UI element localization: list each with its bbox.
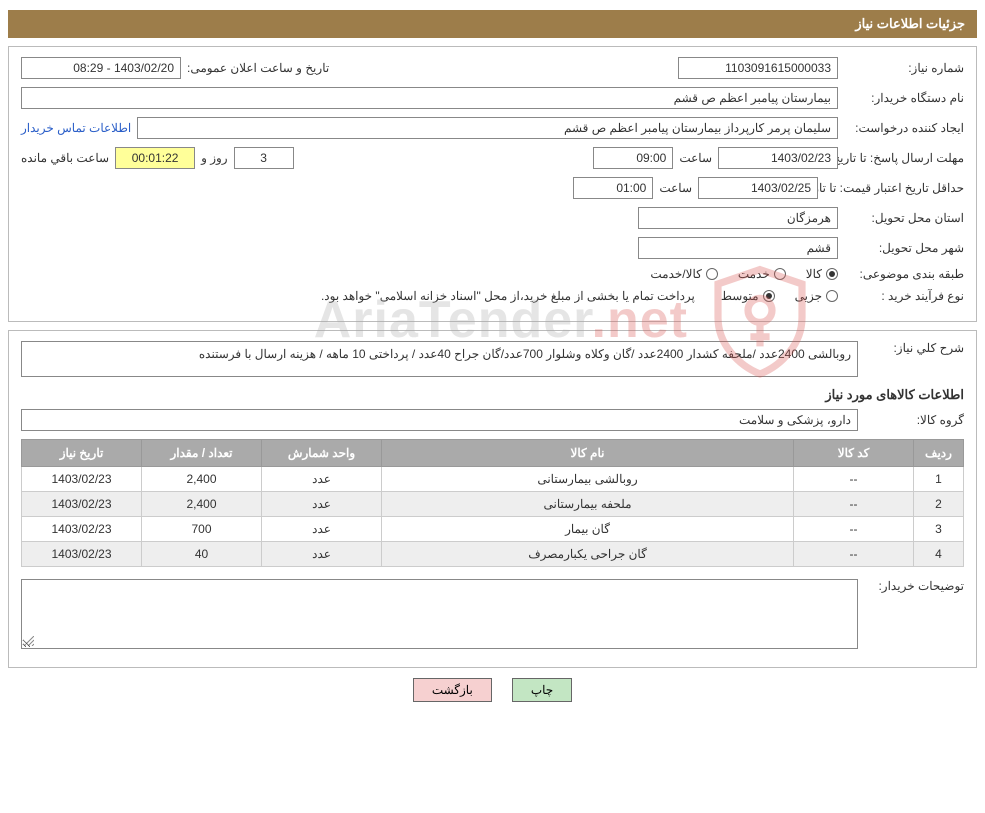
table-cell: 700 [142, 517, 262, 542]
radio-service-label: خدمت [738, 267, 770, 281]
radio-icon [826, 290, 838, 302]
radio-medium-label: متوسط [721, 289, 759, 303]
table-cell: عدد [262, 467, 382, 492]
th-name: نام کالا [382, 440, 794, 467]
table-cell: گان جراحی یکبارمصرف [382, 542, 794, 567]
province-label: استان محل تحویل: [844, 211, 964, 225]
radio-icon [763, 290, 775, 302]
purchase-type-radio-group: جزیی متوسط [721, 289, 838, 303]
radio-goods-service[interactable]: کالا/خدمت [650, 267, 717, 281]
time-remaining: 00:01:22 [115, 147, 195, 169]
radio-goods-service-label: کالا/خدمت [650, 267, 701, 281]
th-qty: تعداد / مقدار [142, 440, 262, 467]
table-cell: -- [794, 467, 914, 492]
remaining-label: ساعت باقي مانده [21, 151, 109, 165]
days-remaining: 3 [234, 147, 294, 169]
validity-time: 01:00 [573, 177, 653, 199]
table-cell: -- [794, 517, 914, 542]
table-cell: 3 [914, 517, 964, 542]
page-title: جزئیات اطلاعات نیاز [855, 16, 965, 31]
print-button[interactable]: چاپ [512, 678, 572, 702]
back-button[interactable]: بازگشت [413, 678, 492, 702]
requester-value: سلیمان پرمر کارپرداز بیمارستان پیامبر اع… [137, 117, 838, 139]
radio-goods-label: کالا [806, 267, 822, 281]
action-buttons: چاپ بازگشت [8, 678, 977, 702]
purchase-note: پرداخت تمام یا بخشی از مبلغ خرید،از محل … [321, 289, 695, 303]
category-label: طبقه بندی موضوعی: [844, 267, 964, 281]
info-panel: شماره نیاز: 1103091615000033 تاریخ و ساع… [8, 46, 977, 322]
table-row: 4--گان جراحی یکبارمصرفعدد401403/02/23 [22, 542, 964, 567]
deadline-date: 1403/02/23 [718, 147, 838, 169]
deadline-time: 09:00 [593, 147, 673, 169]
items-section-title: اطلاعات کالاهای مورد نیاز [21, 387, 964, 403]
th-row: ردیف [914, 440, 964, 467]
radio-icon [774, 268, 786, 280]
validity-label: حداقل تاریخ اعتبار قیمت: تا تاریخ: [824, 181, 964, 195]
radio-icon [706, 268, 718, 280]
table-cell: 2,400 [142, 492, 262, 517]
deadline-label: مهلت ارسال پاسخ: تا تاریخ: [844, 151, 964, 165]
radio-partial-label: جزیی [795, 289, 822, 303]
requester-label: ایجاد کننده درخواست: [844, 121, 964, 135]
overall-desc-label: شرح کلي نياز: [864, 341, 964, 355]
group-value: دارو، پزشکی و سلامت [21, 409, 858, 431]
time-label-1: ساعت [679, 151, 712, 165]
validity-date: 1403/02/25 [698, 177, 818, 199]
th-code: کد کالا [794, 440, 914, 467]
city-value: قشم [638, 237, 838, 259]
table-cell: -- [794, 492, 914, 517]
buyer-notes-label: توضیحات خریدار: [864, 579, 964, 593]
table-cell: 4 [914, 542, 964, 567]
table-cell: 1403/02/23 [22, 517, 142, 542]
table-cell: گان بیمار [382, 517, 794, 542]
table-row: 3--گان بیمارعدد7001403/02/23 [22, 517, 964, 542]
need-number-value: 1103091615000033 [678, 57, 838, 79]
th-unit: واحد شمارش [262, 440, 382, 467]
th-date: تاریخ نیاز [22, 440, 142, 467]
table-cell: عدد [262, 492, 382, 517]
time-label-2: ساعت [659, 181, 692, 195]
table-cell: 1403/02/23 [22, 492, 142, 517]
days-and-label: روز و [201, 151, 228, 165]
radio-icon [826, 268, 838, 280]
category-radio-group: کالا خدمت کالا/خدمت [650, 267, 838, 281]
radio-goods[interactable]: کالا [806, 267, 838, 281]
table-cell: ملحفه بیمارستانی [382, 492, 794, 517]
table-cell: 40 [142, 542, 262, 567]
items-table: ردیف کد کالا نام کالا واحد شمارش تعداد /… [21, 439, 964, 567]
table-cell: عدد [262, 542, 382, 567]
buyer-org-label: نام دستگاه خریدار: [844, 91, 964, 105]
province-value: هرمزگان [638, 207, 838, 229]
purchase-type-label: نوع فرآیند خرید : [844, 289, 964, 303]
page-title-bar: جزئیات اطلاعات نیاز [8, 10, 977, 38]
radio-partial[interactable]: جزیی [795, 289, 838, 303]
buyer-notes-textarea[interactable] [21, 579, 858, 649]
table-cell: عدد [262, 517, 382, 542]
announce-value: 1403/02/20 - 08:29 [21, 57, 181, 79]
table-cell: 1403/02/23 [22, 542, 142, 567]
table-cell: 1403/02/23 [22, 467, 142, 492]
city-label: شهر محل تحویل: [844, 241, 964, 255]
need-number-label: شماره نیاز: [844, 61, 964, 75]
announce-label: تاریخ و ساعت اعلان عمومی: [187, 61, 329, 75]
table-row: 1--روبالشی بیمارستانیعدد2,4001403/02/23 [22, 467, 964, 492]
radio-medium[interactable]: متوسط [721, 289, 775, 303]
radio-service[interactable]: خدمت [738, 267, 786, 281]
table-row: 2--ملحفه بیمارستانیعدد2,4001403/02/23 [22, 492, 964, 517]
table-cell: 2 [914, 492, 964, 517]
table-cell: روبالشی بیمارستانی [382, 467, 794, 492]
table-cell: -- [794, 542, 914, 567]
resize-handle-icon [24, 636, 34, 646]
contact-link[interactable]: اطلاعات تماس خریدار [21, 121, 131, 135]
group-label: گروه کالا: [864, 413, 964, 427]
buyer-org-value: بیمارستان پیامبر اعظم ص قشم [21, 87, 838, 109]
table-cell: 2,400 [142, 467, 262, 492]
overall-desc-value: روبالشی 2400عدد /ملحفه کشدار 2400عدد /گا… [21, 341, 858, 377]
description-panel: شرح کلي نياز: روبالشی 2400عدد /ملحفه کشد… [8, 330, 977, 668]
table-cell: 1 [914, 467, 964, 492]
